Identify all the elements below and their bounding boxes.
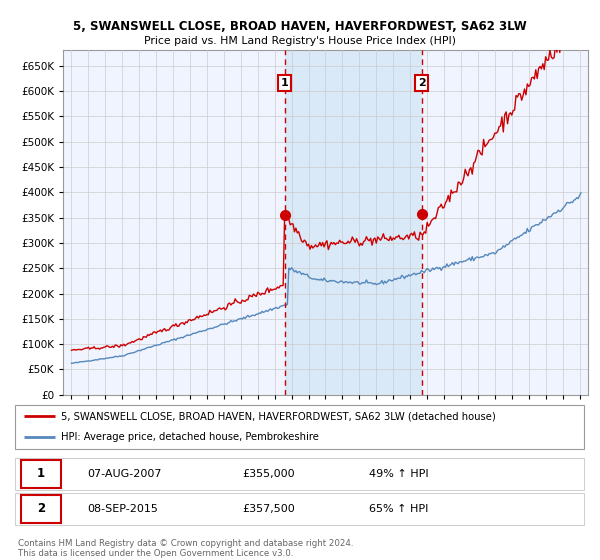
Text: Price paid vs. HM Land Registry's House Price Index (HPI): Price paid vs. HM Land Registry's House …	[144, 36, 456, 46]
Text: 65% ↑ HPI: 65% ↑ HPI	[369, 503, 428, 514]
Text: 5, SWANSWELL CLOSE, BROAD HAVEN, HAVERFORDWEST, SA62 3LW (detached house): 5, SWANSWELL CLOSE, BROAD HAVEN, HAVERFO…	[61, 411, 496, 421]
Text: Contains HM Land Registry data © Crown copyright and database right 2024.
This d: Contains HM Land Registry data © Crown c…	[18, 539, 353, 558]
Text: HPI: Average price, detached house, Pembrokeshire: HPI: Average price, detached house, Pemb…	[61, 432, 319, 442]
Bar	[284, 50, 422, 395]
Text: 1: 1	[281, 78, 289, 88]
Text: £355,000: £355,000	[242, 469, 295, 479]
Text: 2: 2	[37, 502, 45, 515]
FancyBboxPatch shape	[20, 460, 61, 488]
FancyBboxPatch shape	[15, 458, 584, 490]
Text: 5, SWANSWELL CLOSE, BROAD HAVEN, HAVERFORDWEST, SA62 3LW: 5, SWANSWELL CLOSE, BROAD HAVEN, HAVERFO…	[73, 20, 527, 32]
FancyBboxPatch shape	[15, 493, 584, 525]
Text: 49% ↑ HPI: 49% ↑ HPI	[369, 469, 429, 479]
FancyBboxPatch shape	[15, 405, 584, 449]
Text: 2: 2	[418, 78, 425, 88]
Text: £357,500: £357,500	[242, 503, 295, 514]
FancyBboxPatch shape	[20, 494, 61, 522]
Text: 08-SEP-2015: 08-SEP-2015	[87, 503, 158, 514]
Text: 1: 1	[37, 467, 45, 480]
Text: 07-AUG-2007: 07-AUG-2007	[87, 469, 161, 479]
